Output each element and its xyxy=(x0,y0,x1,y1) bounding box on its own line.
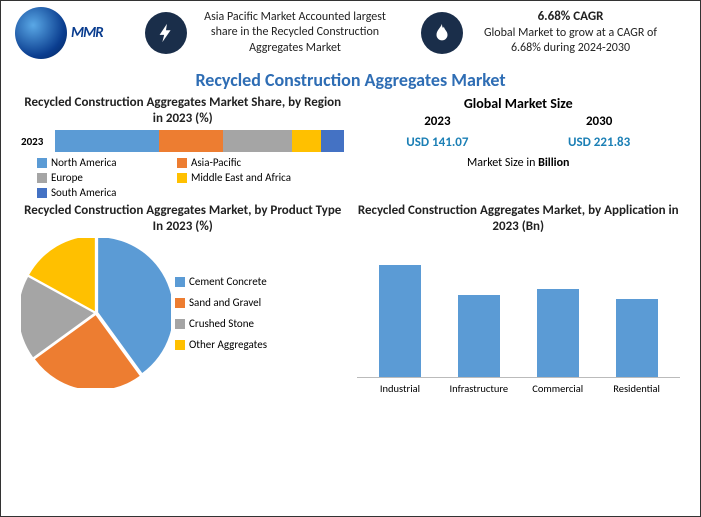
ms-note-prefix: Market Size in xyxy=(467,156,538,170)
pie-chart xyxy=(21,238,171,388)
legend-label: Sand and Gravel xyxy=(189,296,261,309)
column-labels: Industrial Infrastructure Commercial Reside… xyxy=(357,378,681,395)
swatch-icon xyxy=(175,340,185,350)
legend-item: South America xyxy=(37,186,167,199)
column-bar-wrap xyxy=(449,295,509,377)
swatch-icon xyxy=(37,173,47,183)
column-bar-wrap xyxy=(607,299,667,377)
swatch-icon xyxy=(175,319,185,329)
legend-item: Crushed Stone xyxy=(175,317,305,330)
logo: MMR xyxy=(15,7,135,59)
legend-label: Other Aggregates xyxy=(189,338,267,351)
legend-item: Sand and Gravel xyxy=(175,296,305,309)
swatch-icon xyxy=(37,188,47,198)
legend-label: Middle East and Africa xyxy=(191,171,291,184)
ms-value: USD 221.83 xyxy=(568,135,630,150)
market-size-col: 2030 USD 221.83 xyxy=(568,114,630,150)
stacked-bar-row: 2023 xyxy=(21,130,345,152)
legend-label: Cement Concrete xyxy=(189,275,267,288)
market-size-panel: Global Market Size 2023 USD 141.07 2030 USD… xyxy=(351,93,687,201)
application-chart-panel: Recycled Construction Aggregates Market,… xyxy=(351,201,687,397)
market-size-note: Market Size in Billion xyxy=(357,156,681,170)
column-bar xyxy=(458,295,500,377)
swatch-icon xyxy=(37,158,47,168)
legend-label: Asia-Pacific xyxy=(191,156,241,169)
stacked-axis-label: 2023 xyxy=(21,135,51,148)
ms-year: 2023 xyxy=(406,114,468,129)
application-chart-title: Recycled Construction Aggregates Market,… xyxy=(357,203,681,234)
grid: Recycled Construction Aggregates Market … xyxy=(1,91,700,405)
legend-item: Asia-Pacific xyxy=(177,156,307,169)
legend-item: North America xyxy=(37,156,167,169)
stat-2-body: Global Market to grow at a CAGR of 6.68%… xyxy=(484,26,657,56)
ms-value: USD 141.07 xyxy=(406,135,468,150)
swatch-icon xyxy=(177,173,187,183)
region-legend: North America Asia-Pacific Europe Middle Ea… xyxy=(21,156,345,199)
column-label: Commercial xyxy=(528,382,588,395)
stacked-segment xyxy=(55,130,159,152)
header-row: MMR Asia Pacific Market Accounted larges… xyxy=(1,1,700,63)
legend-label: Europe xyxy=(51,171,83,184)
bolt-icon xyxy=(145,12,187,54)
market-size-title: Global Market Size xyxy=(357,95,681,112)
stacked-segment xyxy=(159,130,223,152)
column-bar xyxy=(379,265,421,378)
column-bar xyxy=(537,289,579,378)
stacked-segment xyxy=(223,130,292,152)
column-label: Residential xyxy=(607,382,667,395)
legend-label: South America xyxy=(51,186,116,199)
swatch-icon xyxy=(177,158,187,168)
legend-item: Other Aggregates xyxy=(175,338,305,351)
legend-item: Europe xyxy=(37,171,167,184)
legend-label: North America xyxy=(51,156,117,169)
stacked-segment xyxy=(292,130,321,152)
legend-label: Crushed Stone xyxy=(189,317,254,330)
column-label: Industrial xyxy=(370,382,430,395)
swatch-icon xyxy=(175,298,185,308)
legend-item: Cement Concrete xyxy=(175,275,305,288)
product-chart-panel: Recycled Construction Aggregates Market,… xyxy=(15,201,351,397)
pie-row: Cement Concrete Sand and Gravel Crushed St… xyxy=(21,238,345,388)
stat-cagr: 6.68% CAGR Global Market to grow at a CA… xyxy=(421,9,687,57)
market-size-cols: 2023 USD 141.07 2030 USD 221.83 xyxy=(357,114,681,150)
logo-text: MMR xyxy=(71,24,103,42)
page-title: Recycled Construction Aggregates Market xyxy=(1,69,700,91)
stat-2-heading: 6.68% CAGR xyxy=(471,9,671,26)
product-chart-title: Recycled Construction Aggregates Market,… xyxy=(21,203,345,234)
stacked-segment xyxy=(321,130,344,152)
legend-item: Middle East and Africa xyxy=(177,171,307,184)
stat-asia-pacific: Asia Pacific Market Accounted largest sh… xyxy=(145,10,411,57)
stacked-bar xyxy=(55,130,345,152)
region-chart-title: Recycled Construction Aggregates Market … xyxy=(21,95,345,126)
pie-legend: Cement Concrete Sand and Gravel Crushed St… xyxy=(175,275,305,351)
column-bar xyxy=(616,299,658,377)
swatch-icon xyxy=(175,277,185,287)
column-label: Infrastructure xyxy=(449,382,509,395)
market-size-col: 2023 USD 141.07 xyxy=(406,114,468,150)
stat-2-text: 6.68% CAGR Global Market to grow at a CA… xyxy=(471,9,671,57)
flame-icon xyxy=(421,12,463,54)
globe-icon xyxy=(15,7,67,59)
stat-1-text: Asia Pacific Market Accounted largest sh… xyxy=(195,10,395,57)
column-bar-wrap xyxy=(528,289,588,378)
region-chart-panel: Recycled Construction Aggregates Market … xyxy=(15,93,351,201)
column-bar-wrap xyxy=(370,265,430,378)
ms-note-bold: Billion xyxy=(538,156,569,170)
ms-year: 2030 xyxy=(568,114,630,129)
column-chart xyxy=(357,238,681,378)
